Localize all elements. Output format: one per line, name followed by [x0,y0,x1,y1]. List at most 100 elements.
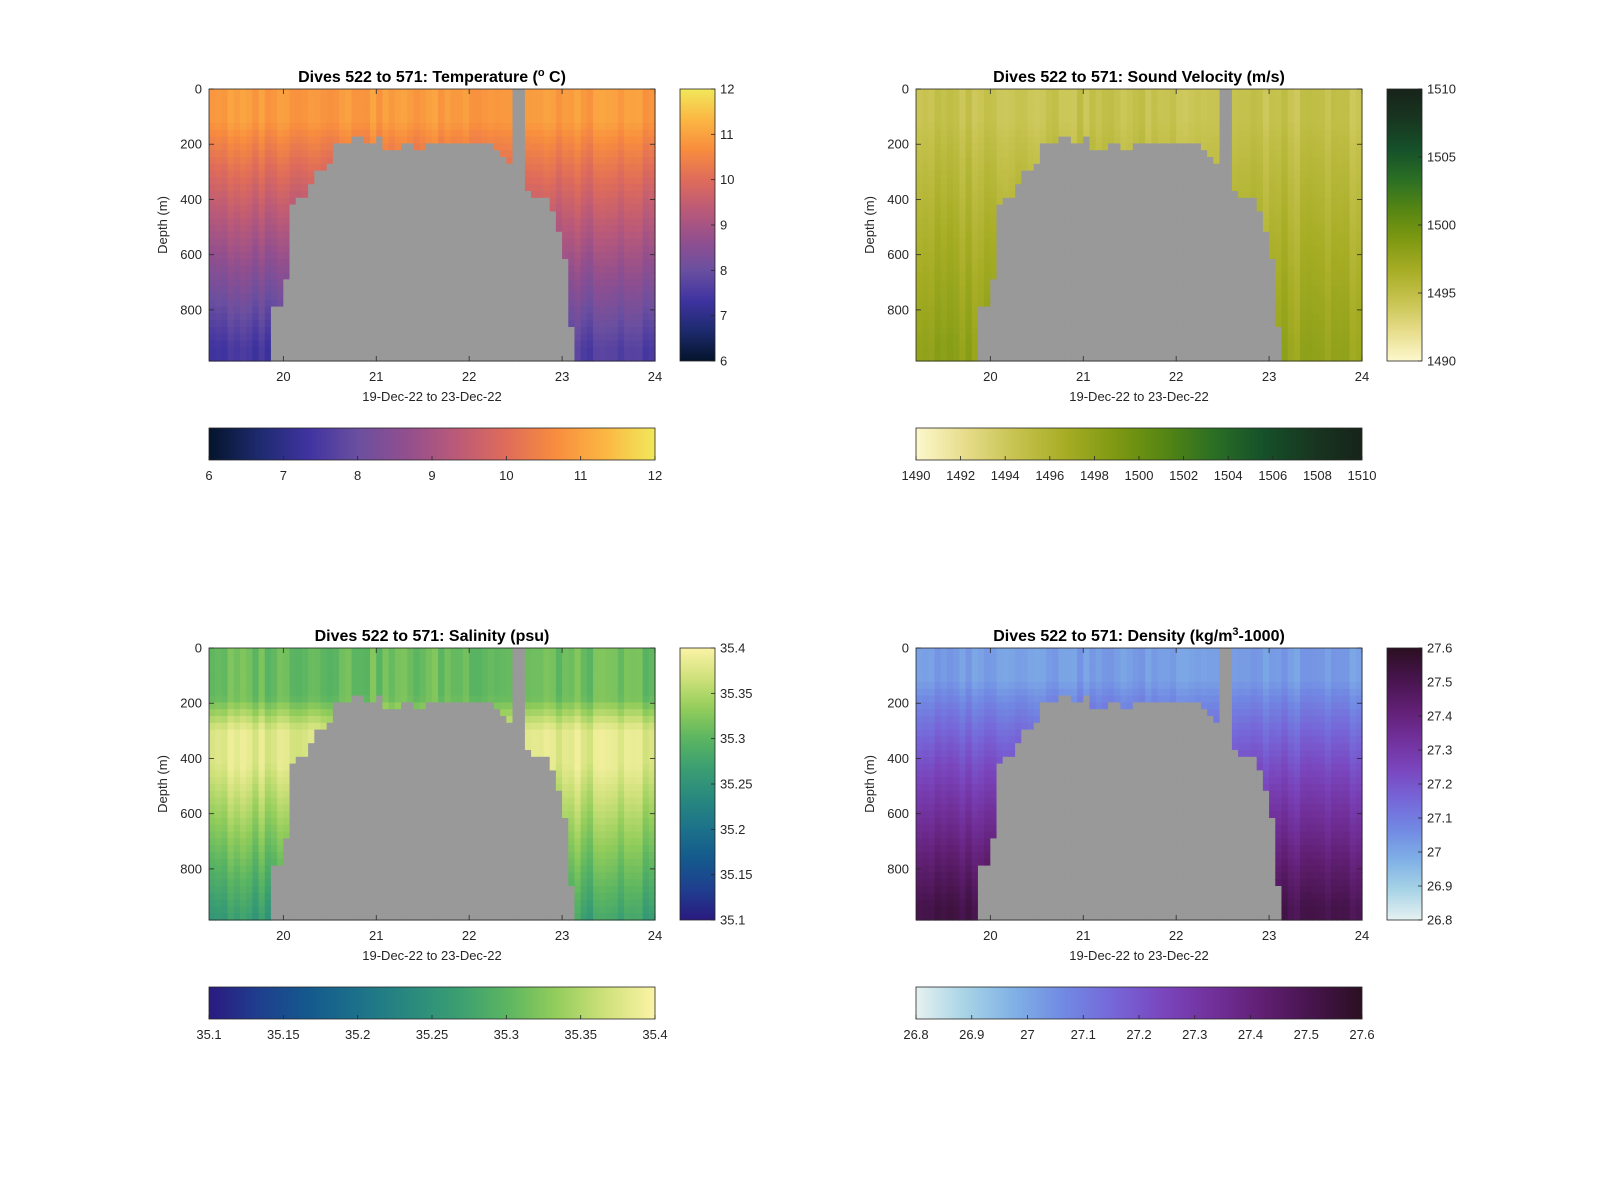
no-data-cell [518,320,526,328]
heatmap-cell [574,333,582,342]
no-data-cell [469,333,476,342]
heatmap-cell [586,218,594,226]
heatmap-cell [580,306,588,314]
no-data-cell [1225,197,1233,206]
no-data-cell [1182,191,1190,199]
no-data-cell [1021,327,1029,335]
no-data-cell [524,320,532,328]
heatmap-cell [227,333,235,342]
no-data-cell [357,354,365,362]
no-data-cell [1021,286,1029,294]
no-data-cell [363,204,371,212]
heatmap-cell [965,116,973,124]
no-data-cell [1225,327,1233,335]
axes-frame [208,88,656,362]
heatmap-cell [209,225,216,233]
no-data-cell [1058,299,1066,308]
no-data-cell [1151,320,1159,328]
no-data-cell [1052,197,1060,206]
no-data-cell [1033,259,1041,267]
no-data-cell [1108,354,1115,362]
no-data-cell [500,259,507,267]
no-data-cell [487,218,495,226]
no-data-cell [481,191,489,199]
no-data-cell [518,218,526,226]
no-data-cell [1188,218,1196,226]
no-data-cell [432,259,439,267]
heatmap-cell [1114,116,1122,124]
heatmap-cell [916,225,923,233]
heatmap-cell [239,354,247,362]
no-data-cell [1126,238,1134,246]
no-data-cell [462,265,470,274]
no-data-cell [283,306,291,314]
heatmap-cell [209,327,216,335]
no-data-cell [1064,293,1072,301]
heatmap-cell [611,89,619,97]
no-data-cell [475,265,483,274]
heatmap-cell [605,163,613,172]
heatmap-cell [233,177,241,185]
heatmap-cell [928,293,936,301]
no-data-cell [1176,225,1183,233]
heatmap-cell [562,184,569,192]
heatmap-cell [953,340,960,348]
no-data-cell [500,163,507,172]
heatmap-cell [605,89,613,97]
no-data-cell [1114,299,1122,308]
no-data-cell [407,313,415,321]
heatmap-cell [425,102,433,110]
heatmap-cell [357,102,365,110]
heatmap-cell [301,150,309,158]
heatmap-cell [1163,129,1171,138]
heatmap-cell [413,102,421,110]
heatmap-cell [295,184,303,192]
heatmap-cell [624,123,631,131]
no-data-cell [407,163,415,172]
no-data-cell [1083,170,1091,178]
heatmap-cell [363,109,371,117]
heatmap-cell [425,116,433,124]
heatmap-cell [1114,95,1122,104]
no-data-cell [1039,157,1047,165]
heatmap-cell [363,136,371,144]
heatmap-cell [636,184,644,192]
no-data-cell [382,177,390,185]
no-data-cell [450,313,458,321]
no-data-cell [301,293,309,301]
heatmap-cell [599,191,607,199]
no-data-cell [1114,340,1122,348]
colorbar-horizontal-tick-label: 6 [205,468,212,483]
no-data-cell [320,259,328,267]
heatmap-cell [1213,109,1221,117]
no-data-cell [370,204,377,212]
heatmap-cell [246,177,253,185]
no-data-cell [1108,252,1115,260]
no-data-cell [295,313,303,321]
no-data-cell [506,279,514,287]
heatmap-cell [580,129,588,138]
no-data-cell [394,252,402,260]
no-data-cell [1120,163,1128,172]
heatmap-cell [1157,123,1165,131]
no-data-cell [1027,197,1035,206]
heatmap-cell [636,272,644,280]
no-data-cell [1126,231,1134,240]
heatmap-cell [246,89,253,97]
no-data-cell [537,238,545,246]
heatmap-cell [270,102,278,110]
heatmap-cell [370,129,377,138]
heatmap-cell [605,327,613,335]
no-data-cell [512,191,520,199]
no-data-cell [1213,218,1221,226]
no-data-cell [996,218,1004,226]
heatmap-cell [946,129,954,138]
no-data-cell [456,252,464,260]
no-data-cell [1052,279,1060,287]
heatmap-cell [946,272,954,280]
heatmap-cell [959,95,967,104]
no-data-cell [1188,245,1196,253]
no-data-cell [1039,191,1047,199]
no-data-cell [1219,265,1227,274]
no-data-cell [1089,313,1097,321]
